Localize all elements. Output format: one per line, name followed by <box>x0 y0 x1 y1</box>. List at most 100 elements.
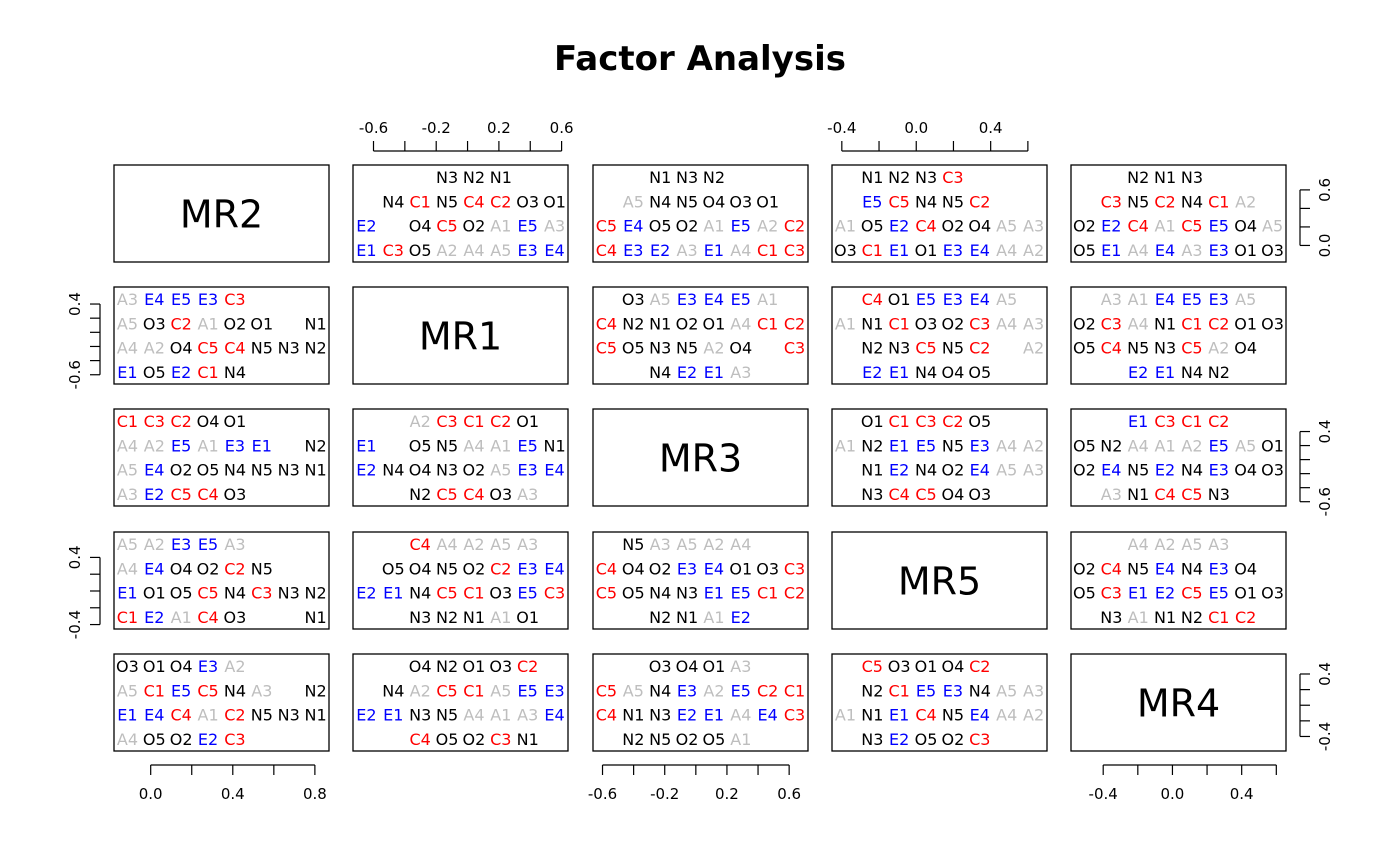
point-label-N2: N2 <box>1100 436 1122 455</box>
point-label-O1: O1 <box>861 412 884 431</box>
point-label-E3: E3 <box>518 559 538 578</box>
point-label-N4: N4 <box>224 681 246 700</box>
point-label-E3: E3 <box>198 657 218 676</box>
point-label-N5: N5 <box>251 461 273 480</box>
point-label-E5: E5 <box>171 681 191 700</box>
point-label-E2: E2 <box>889 730 909 749</box>
point-label-N5: N5 <box>622 535 644 554</box>
point-label-C2: C2 <box>784 314 805 333</box>
point-label-C4: C4 <box>889 485 910 504</box>
point-label-E2: E2 <box>356 217 376 236</box>
diagonal-label: MR4 <box>1137 682 1220 726</box>
point-label-N4: N4 <box>1181 363 1203 382</box>
point-label-N5: N5 <box>942 436 964 455</box>
point-label-A4: A4 <box>996 314 1017 333</box>
point-label-O1: O1 <box>915 657 938 676</box>
point-label-A1: A1 <box>198 706 219 725</box>
point-label-N4: N4 <box>915 461 937 480</box>
point-label-N5: N5 <box>251 706 273 725</box>
panel-frame <box>1070 653 1287 752</box>
point-label-E3: E3 <box>943 681 963 700</box>
point-label-O2: O2 <box>463 730 486 749</box>
panel-frame <box>352 531 569 630</box>
point-label-O2: O2 <box>224 314 247 333</box>
tick-label: -0.6 <box>588 785 617 803</box>
point-label-A4: A4 <box>730 706 751 725</box>
point-label-E5: E5 <box>198 535 218 554</box>
point-label-N2: N2 <box>703 168 725 187</box>
tick-label: 0.6 <box>550 119 574 137</box>
point-label-N2: N2 <box>304 339 326 358</box>
point-label-C5: C5 <box>436 485 457 504</box>
point-label-A3: A3 <box>1023 217 1044 236</box>
point-label-A5: A5 <box>117 314 138 333</box>
point-label-A2: A2 <box>144 535 165 554</box>
point-label-N2: N2 <box>861 681 883 700</box>
point-label-C5: C5 <box>596 217 617 236</box>
point-label-O4: O4 <box>968 217 991 236</box>
point-label-C5: C5 <box>436 681 457 700</box>
tick-label: 0.4 <box>221 785 245 803</box>
point-label-C1: C1 <box>463 584 484 603</box>
point-label-C1: C1 <box>1181 314 1202 333</box>
diagonal-label: MR1 <box>419 315 502 359</box>
point-label-O3: O3 <box>143 314 166 333</box>
point-label-E1: E1 <box>117 363 137 382</box>
point-label-O2: O2 <box>942 461 965 480</box>
point-label-A5: A5 <box>996 461 1017 480</box>
point-label-N2: N2 <box>622 314 644 333</box>
point-label-O4: O4 <box>170 657 193 676</box>
point-label-O1: O1 <box>729 559 752 578</box>
point-label-N3: N3 <box>915 168 937 187</box>
point-label-A1: A1 <box>835 217 856 236</box>
point-label-C4: C4 <box>915 217 936 236</box>
point-label-O5: O5 <box>1073 584 1096 603</box>
point-label-A4: A4 <box>1128 436 1149 455</box>
point-label-A1: A1 <box>198 436 219 455</box>
point-label-C3: C3 <box>784 241 805 260</box>
point-label-E4: E4 <box>758 706 778 725</box>
point-label-A2: A2 <box>410 412 431 431</box>
point-label-A5: A5 <box>490 461 511 480</box>
point-label-A2: A2 <box>463 535 484 554</box>
point-label-A3: A3 <box>1181 241 1202 260</box>
point-label-A2: A2 <box>703 681 724 700</box>
point-label-A3: A3 <box>1208 535 1229 554</box>
point-label-N3: N3 <box>409 608 431 627</box>
point-label-E1: E1 <box>704 363 724 382</box>
point-label-C5: C5 <box>1181 485 1202 504</box>
y-axis-MR1: -0.6 0.4 <box>66 292 101 389</box>
point-label-C3: C3 <box>1101 584 1122 603</box>
point-label-N1: N1 <box>463 608 485 627</box>
point-label-O2: O2 <box>170 461 193 480</box>
point-label-N4: N4 <box>969 681 991 700</box>
point-label-A3: A3 <box>730 363 751 382</box>
point-label-E4: E4 <box>144 461 164 480</box>
point-label-O3: O3 <box>622 290 645 309</box>
panel-frame <box>352 286 569 385</box>
point-label-E3: E3 <box>544 681 564 700</box>
point-label-C5: C5 <box>197 339 218 358</box>
point-label-O3: O3 <box>915 314 938 333</box>
panel-MR4-vs-MR1: A1 A2 A3 A4 A5 C1 C2 C3 C4 C5 E1 E2 E3 E4 E5 N1 N2 N3 N4 N5… <box>1070 286 1287 385</box>
point-label-E3: E3 <box>1209 461 1229 480</box>
point-label-N1: N1 <box>1154 314 1176 333</box>
point-label-C3: C3 <box>942 168 963 187</box>
point-label-O2: O2 <box>170 730 193 749</box>
point-label-N2: N2 <box>861 436 883 455</box>
point-label-C2: C2 <box>171 412 192 431</box>
panel-MR4-vs-MR3: A1 A2 A3 A4 A5 C1 C2 C3 C4 C5 E1 E2 E3 E4 E5 N1 N2 N3 N4 N5… <box>1070 408 1287 507</box>
point-label-E5: E5 <box>1209 217 1229 236</box>
tick-label: -0.4 <box>66 610 84 639</box>
panel-MR1-vs-MR1: MR1 <box>352 286 569 385</box>
point-label-A4: A4 <box>996 706 1017 725</box>
panel-MR4-vs-MR5: A1 A2 A3 A4 A5 C1 C2 C3 C4 C5 E1 E2 E3 E4 E5 N1 N2 N3 N4 N5… <box>1070 531 1287 630</box>
point-label-N3: N3 <box>409 706 431 725</box>
x-axis-MR3: -0.6 -0.2 0.2 0.6 <box>588 764 801 803</box>
point-label-O1: O1 <box>463 657 486 676</box>
point-label-C2: C2 <box>490 412 511 431</box>
point-label-O2: O2 <box>942 730 965 749</box>
panel-MR5-vs-MR5: MR5 <box>831 531 1048 630</box>
point-label-N5: N5 <box>1127 339 1149 358</box>
